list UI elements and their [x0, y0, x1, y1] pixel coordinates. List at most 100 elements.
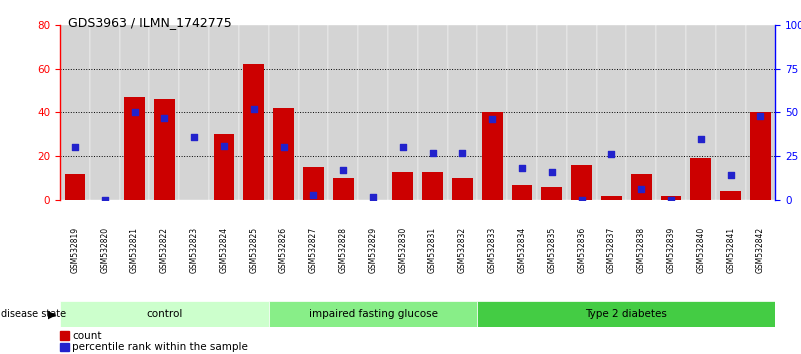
Bar: [268, 301, 477, 327]
Point: [99, 197, 111, 203]
Bar: [388, 25, 418, 200]
Text: GSM532820: GSM532820: [100, 227, 109, 273]
Bar: [477, 301, 775, 327]
Text: GSM532825: GSM532825: [249, 227, 258, 273]
Bar: [746, 25, 775, 200]
Bar: [716, 25, 746, 200]
Text: GSM532836: GSM532836: [578, 227, 586, 273]
Bar: [537, 25, 567, 200]
Bar: [60, 343, 69, 352]
Bar: [154, 99, 175, 200]
Bar: [448, 25, 477, 200]
Text: GSM532822: GSM532822: [160, 227, 169, 273]
Text: GSM532819: GSM532819: [70, 227, 79, 273]
Bar: [328, 25, 358, 200]
Bar: [690, 158, 711, 200]
Bar: [392, 172, 413, 200]
Point: [754, 113, 767, 119]
Point: [426, 150, 439, 155]
Text: percentile rank within the sample: percentile rank within the sample: [72, 342, 248, 352]
Bar: [299, 25, 328, 200]
Bar: [268, 25, 299, 200]
Text: ▶: ▶: [47, 309, 56, 319]
Bar: [567, 25, 597, 200]
Point: [128, 110, 141, 115]
Bar: [332, 178, 354, 200]
Bar: [452, 178, 473, 200]
Text: GSM532834: GSM532834: [517, 227, 526, 273]
Text: GSM532829: GSM532829: [368, 227, 377, 273]
Bar: [358, 25, 388, 200]
Bar: [481, 113, 503, 200]
Point: [187, 134, 200, 140]
Bar: [686, 25, 716, 200]
Text: GSM532839: GSM532839: [666, 227, 675, 273]
Bar: [750, 113, 771, 200]
Text: GSM532833: GSM532833: [488, 227, 497, 273]
Point: [307, 192, 320, 198]
Bar: [119, 25, 150, 200]
Text: GSM532831: GSM532831: [428, 227, 437, 273]
Point: [336, 167, 349, 173]
Text: GSM532832: GSM532832: [458, 227, 467, 273]
Bar: [720, 191, 741, 200]
Point: [516, 166, 529, 171]
Bar: [60, 25, 90, 200]
Text: Type 2 diabetes: Type 2 diabetes: [586, 309, 667, 319]
Point: [545, 169, 558, 175]
Text: GSM532830: GSM532830: [398, 227, 408, 273]
Bar: [273, 108, 294, 200]
Text: GSM532821: GSM532821: [130, 227, 139, 273]
Bar: [214, 134, 235, 200]
Bar: [179, 25, 209, 200]
Bar: [417, 25, 448, 200]
Text: disease state: disease state: [1, 309, 66, 319]
Bar: [60, 331, 69, 340]
Point: [396, 144, 409, 150]
Point: [575, 197, 588, 203]
Bar: [656, 25, 686, 200]
Point: [486, 116, 499, 122]
Text: GSM532823: GSM532823: [190, 227, 199, 273]
Bar: [507, 25, 537, 200]
Text: impaired fasting glucose: impaired fasting glucose: [308, 309, 437, 319]
Bar: [90, 25, 119, 200]
Point: [218, 143, 231, 149]
Point: [665, 197, 678, 203]
Text: GSM532842: GSM532842: [756, 227, 765, 273]
Text: count: count: [72, 331, 102, 341]
Text: GSM532824: GSM532824: [219, 227, 228, 273]
Text: GSM532835: GSM532835: [547, 227, 557, 273]
Text: GSM532840: GSM532840: [696, 227, 706, 273]
Bar: [209, 25, 239, 200]
Point: [69, 144, 82, 150]
Bar: [597, 25, 626, 200]
Text: GSM532837: GSM532837: [607, 227, 616, 273]
Text: GSM532827: GSM532827: [309, 227, 318, 273]
Bar: [303, 167, 324, 200]
Bar: [626, 25, 656, 200]
Point: [724, 173, 737, 178]
Bar: [150, 25, 179, 200]
Text: GSM532828: GSM532828: [339, 227, 348, 273]
Point: [694, 136, 707, 142]
Bar: [661, 196, 682, 200]
Text: GSM532838: GSM532838: [637, 227, 646, 273]
Text: GSM532841: GSM532841: [727, 227, 735, 273]
Bar: [477, 25, 507, 200]
Text: GDS3963 / ILMN_1742775: GDS3963 / ILMN_1742775: [68, 16, 231, 29]
Bar: [65, 174, 86, 200]
Bar: [541, 187, 562, 200]
Point: [277, 144, 290, 150]
Bar: [60, 301, 268, 327]
Text: GSM532826: GSM532826: [279, 227, 288, 273]
Bar: [244, 64, 264, 200]
Point: [248, 106, 260, 112]
Bar: [124, 97, 145, 200]
Bar: [631, 174, 652, 200]
Bar: [422, 172, 443, 200]
Point: [158, 115, 171, 120]
Point: [635, 187, 648, 192]
Bar: [601, 196, 622, 200]
Point: [605, 152, 618, 157]
